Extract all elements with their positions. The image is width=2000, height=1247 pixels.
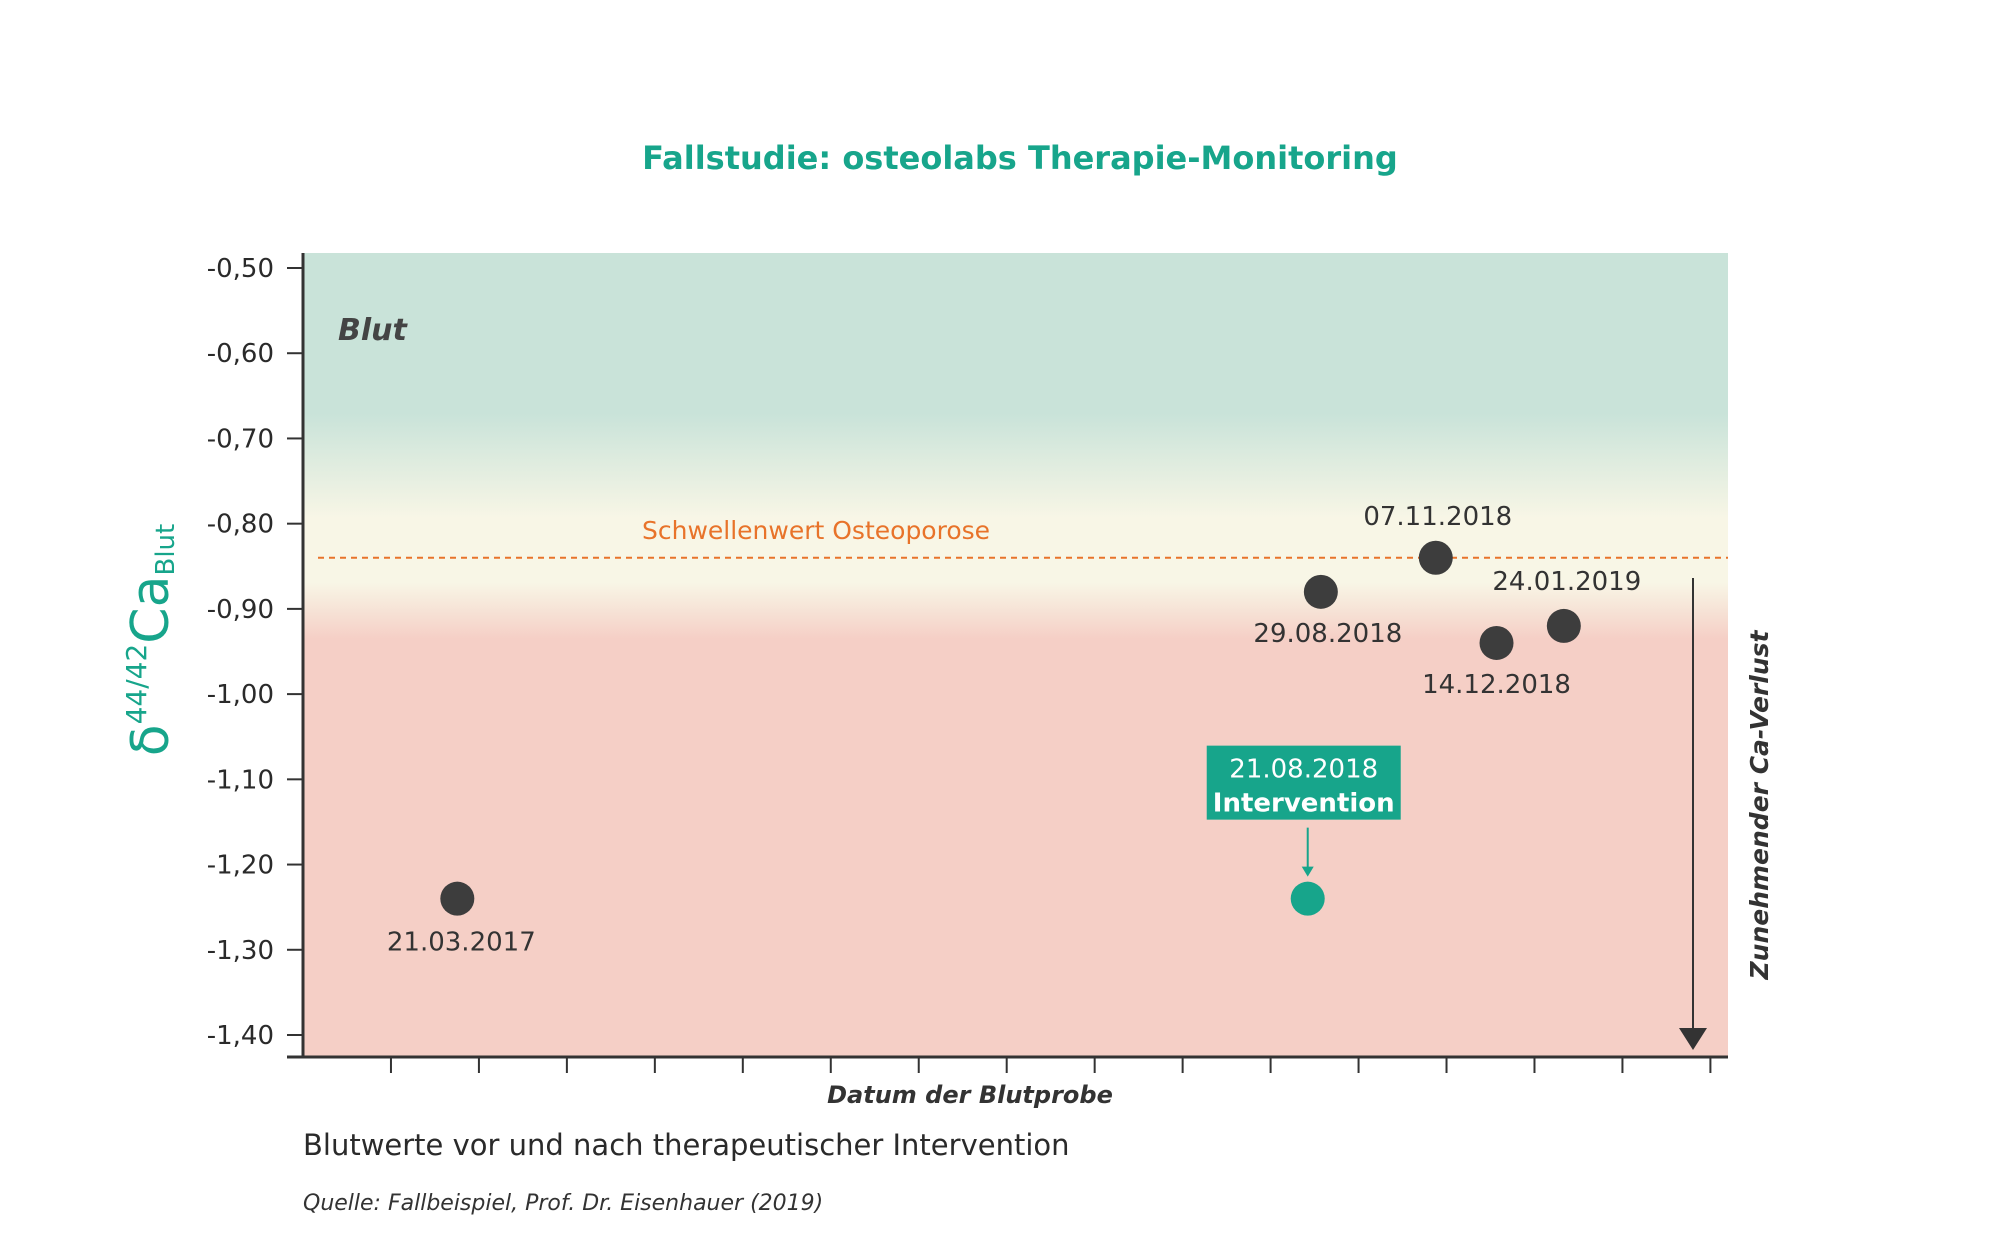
y-axis-title-sub: Blut — [151, 524, 181, 576]
y-ticks: -0,50 -0,60 -0,70 -0,80 -0,90 -1,00 -1,10 -1,20… — [207, 254, 303, 1051]
y-axis-title-element: Ca — [121, 576, 181, 644]
y-tick-label: -0,50 — [207, 254, 274, 284]
ca-loss-arrow-head — [1679, 1028, 1707, 1050]
data-point — [1418, 540, 1453, 575]
chart-caption: Blutwerte vor und nach therapeutischer I… — [303, 1128, 1070, 1162]
y-tick-label: -0,80 — [207, 510, 274, 540]
y-tick-label: -1,40 — [207, 1021, 274, 1051]
data-point — [1303, 574, 1338, 609]
zone-label: Blut — [338, 313, 409, 348]
y-tick-label: -1,10 — [207, 765, 274, 795]
intervention-box — [1206, 745, 1401, 820]
svg-text:δ44/42CaBlut: δ44/42CaBlut — [120, 524, 181, 756]
y-tick-label: -1,00 — [207, 680, 274, 710]
data-points: 21.03.2017 21.08.2018 Intervention 29.08.20… — [387, 502, 1641, 958]
y-axis-title-sup: 44/42 — [120, 644, 153, 725]
intervention-date-label: 21.08.2018 — [1229, 755, 1378, 785]
y-tick-label: -1,30 — [207, 936, 274, 966]
data-point — [440, 881, 475, 916]
data-point-label: 29.08.2018 — [1253, 619, 1402, 649]
data-point-label: 14.12.2018 — [1422, 670, 1571, 700]
chart-title: Fallstudie: osteolabs Therapie-Monitorin… — [642, 139, 1398, 177]
data-point — [1546, 608, 1581, 643]
intervention-arrow-head — [1301, 866, 1314, 877]
y-tick-label: -1,20 — [207, 851, 274, 881]
y-tick-label: -0,90 — [207, 595, 274, 625]
chart-source: Quelle: Fallbeispiel, Prof. Dr. Eisenhau… — [303, 1191, 823, 1216]
data-point-label: 24.01.2019 — [1492, 567, 1641, 597]
threshold-label: Schwellenwert Osteoporose — [642, 516, 990, 545]
data-point-label: 21.03.2017 — [387, 928, 536, 958]
data-point — [1479, 625, 1514, 660]
y-tick-label: -0,60 — [207, 339, 274, 369]
y-axis-title: δ44/42CaBlut — [120, 524, 181, 756]
data-point-label: 07.11.2018 — [1363, 502, 1512, 532]
y-tick-label: -0,70 — [207, 424, 274, 454]
intervention-label: Intervention — [1213, 789, 1395, 819]
side-annotation: Zunehmender Ca-Verlust — [1745, 629, 1774, 980]
x-ticks — [389, 1057, 1712, 1073]
y-axis-title-delta: δ — [121, 724, 181, 756]
data-point-intervention — [1290, 881, 1325, 916]
x-axis-title: Datum der Blutprobe — [827, 1081, 1113, 1109]
